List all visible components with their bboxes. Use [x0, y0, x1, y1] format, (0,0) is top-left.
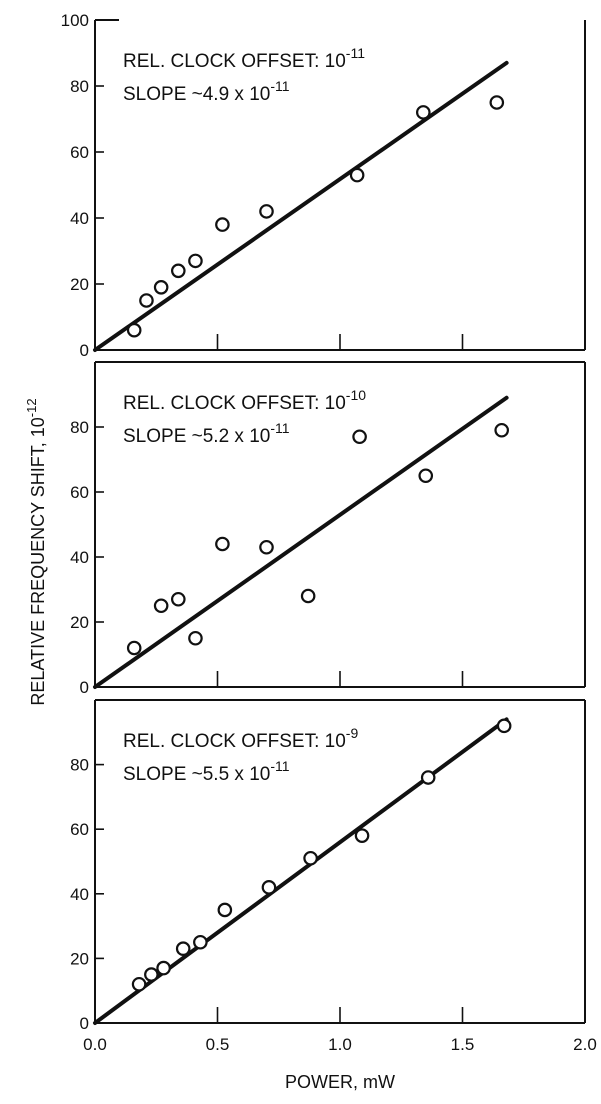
slope-text: SLOPE ~5.5 x 10: [123, 764, 270, 785]
data-point: [153, 279, 169, 295]
data-point: [418, 468, 434, 484]
fit-line: [93, 60, 509, 352]
y-tick-label: 40: [70, 548, 89, 567]
y-tick-label: 60: [70, 143, 89, 162]
data-point: [259, 539, 274, 555]
data-point: [415, 105, 431, 120]
slope-annotation: SLOPE ~5.5 x 10-11: [123, 758, 290, 785]
x-tick-label: 0.0: [83, 1035, 107, 1054]
data-point: [126, 322, 142, 338]
data-point: [217, 902, 233, 918]
x-tick-label: 0.5: [206, 1035, 230, 1054]
clock-offset-annotation: REL. CLOCK OFFSET: 10-10: [123, 387, 366, 414]
y-tick-label: 80: [70, 756, 89, 775]
y-tick-label: 60: [70, 820, 89, 839]
slope-exponent: -11: [270, 420, 289, 436]
clock-offset-text: REL. CLOCK OFFSET: 10: [123, 731, 346, 752]
fit-line: [93, 395, 509, 689]
data-point: [188, 630, 203, 646]
y-tick-label: 80: [70, 418, 89, 437]
clock-offset-annotation: REL. CLOCK OFFSET: 10-11: [123, 45, 365, 72]
data-point: [193, 934, 208, 950]
slope-annotation: SLOPE ~4.9 x 10-11: [123, 78, 290, 105]
data-point: [420, 770, 436, 785]
y-axis-title: RELATIVE FREQUENCY SHIFT, 10-12: [24, 398, 48, 705]
data-point: [153, 598, 169, 614]
data-point: [261, 880, 277, 895]
data-point: [215, 536, 230, 552]
data-point: [131, 976, 147, 992]
data-point: [144, 967, 159, 982]
data-point: [171, 591, 186, 607]
y-tick-label: 0: [80, 341, 89, 360]
slope-exponent: -11: [270, 758, 289, 774]
y-axis-title-base: RELATIVE FREQUENCY SHIFT, 10: [28, 417, 48, 705]
clock-offset-text: REL. CLOCK OFFSET: 10: [123, 51, 346, 72]
clock-offset-text: REL. CLOCK OFFSET: 10: [123, 393, 346, 414]
slope-exponent: -11: [270, 78, 289, 94]
data-point: [303, 850, 318, 866]
panel-3: 0 20 40 60 80 REL. CLOCK OFFSET: 10-9 SLOPE ~5…: [70, 699, 586, 1033]
data-point: [175, 941, 191, 957]
y-tick-label: 20: [70, 275, 89, 294]
y-tick-label: 20: [70, 613, 89, 632]
slope-text: SLOPE ~5.2 x 10: [123, 426, 270, 447]
data-point: [156, 960, 171, 976]
y-tick-label: 40: [70, 885, 89, 904]
clock-offset-exponent: -9: [346, 725, 359, 741]
data-point: [494, 422, 509, 438]
y-tick-label: 60: [70, 483, 89, 502]
x-tick-label: 1.0: [328, 1035, 352, 1054]
data-point: [139, 293, 154, 308]
x-tick-label: 1.5: [451, 1035, 475, 1054]
y-tick-label: 0: [80, 678, 89, 697]
panel-2: 0 20 40 60 80 REL. CLOCK OFFSET: 10-10 SLOPE ~…: [70, 361, 586, 697]
y-axis-title-exponent: -12: [24, 398, 39, 417]
y-tick-label: 40: [70, 209, 89, 228]
data-point: [354, 828, 370, 843]
data-point: [188, 253, 203, 269]
clock-offset-exponent: -11: [346, 45, 365, 61]
data-point: [259, 204, 274, 219]
data-point: [489, 95, 505, 110]
slope-annotation: SLOPE ~5.2 x 10-11: [123, 420, 290, 447]
y-tick-label: 100: [61, 11, 89, 30]
data-point: [126, 640, 142, 656]
data-point: [215, 217, 230, 232]
data-point: [300, 588, 316, 604]
y-tick-label: 80: [70, 77, 89, 96]
x-tick-label: 2.0: [573, 1035, 597, 1054]
clock-offset-annotation: REL. CLOCK OFFSET: 10-9: [123, 725, 358, 752]
data-point: [171, 263, 186, 279]
x-axis-title: POWER, mW: [285, 1072, 395, 1092]
y-tick-label: 20: [70, 949, 89, 968]
x-tick-labels: 0.0 0.5 1.0 1.5 2.0: [83, 1035, 597, 1054]
data-point: [349, 167, 365, 183]
data-point: [496, 718, 512, 734]
y-tick-label: 0: [80, 1014, 89, 1033]
clock-offset-exponent: -10: [346, 387, 366, 403]
slope-text: SLOPE ~4.9 x 10: [123, 84, 270, 105]
data-point: [352, 429, 367, 445]
